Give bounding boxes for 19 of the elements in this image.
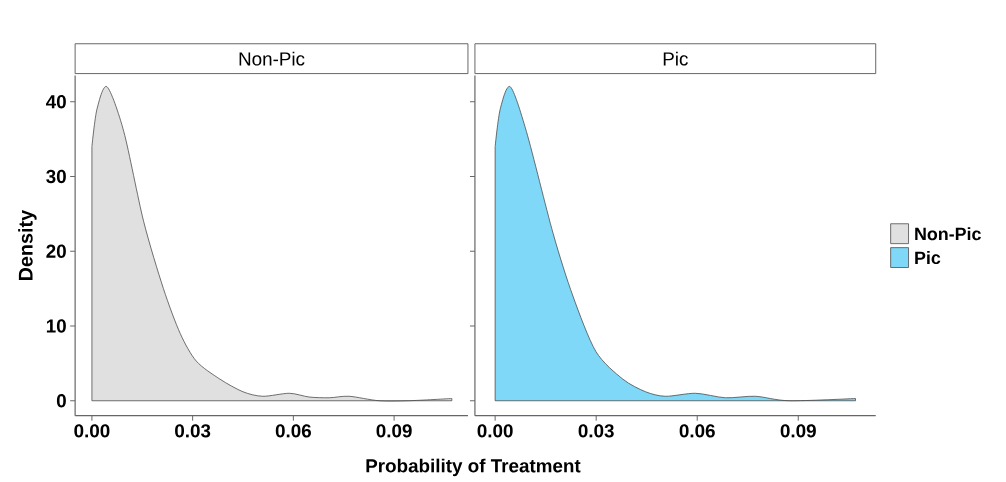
x-tick-label: 0.06: [275, 424, 311, 438]
x-tick-label: 0.03: [578, 424, 614, 438]
y-tick-label: 20: [46, 244, 66, 258]
y-tick-label: 10: [46, 319, 66, 333]
x-tick-label: 0.00: [477, 424, 513, 438]
y-tick-label: 30: [46, 169, 66, 184]
y-tick-label: 0: [56, 393, 66, 408]
chart-title: Non-Pic: [239, 51, 305, 66]
y-tick-label: 40: [45, 94, 66, 109]
x-tick-label: 0.06: [679, 424, 715, 438]
x-axis-title: Probability of Treatment: [366, 458, 581, 477]
legend-label: Pic: [915, 250, 941, 264]
x-tick-label: 0.09: [780, 424, 816, 438]
x-tick-label: 0.09: [376, 424, 412, 438]
y-axis-title: Density: [18, 209, 37, 280]
legend-label: Non-Pic: [915, 226, 981, 241]
x-tick-label: 0.03: [175, 424, 211, 438]
chart-title: Pic: [663, 51, 688, 66]
x-tick-label: 0.00: [74, 424, 110, 438]
